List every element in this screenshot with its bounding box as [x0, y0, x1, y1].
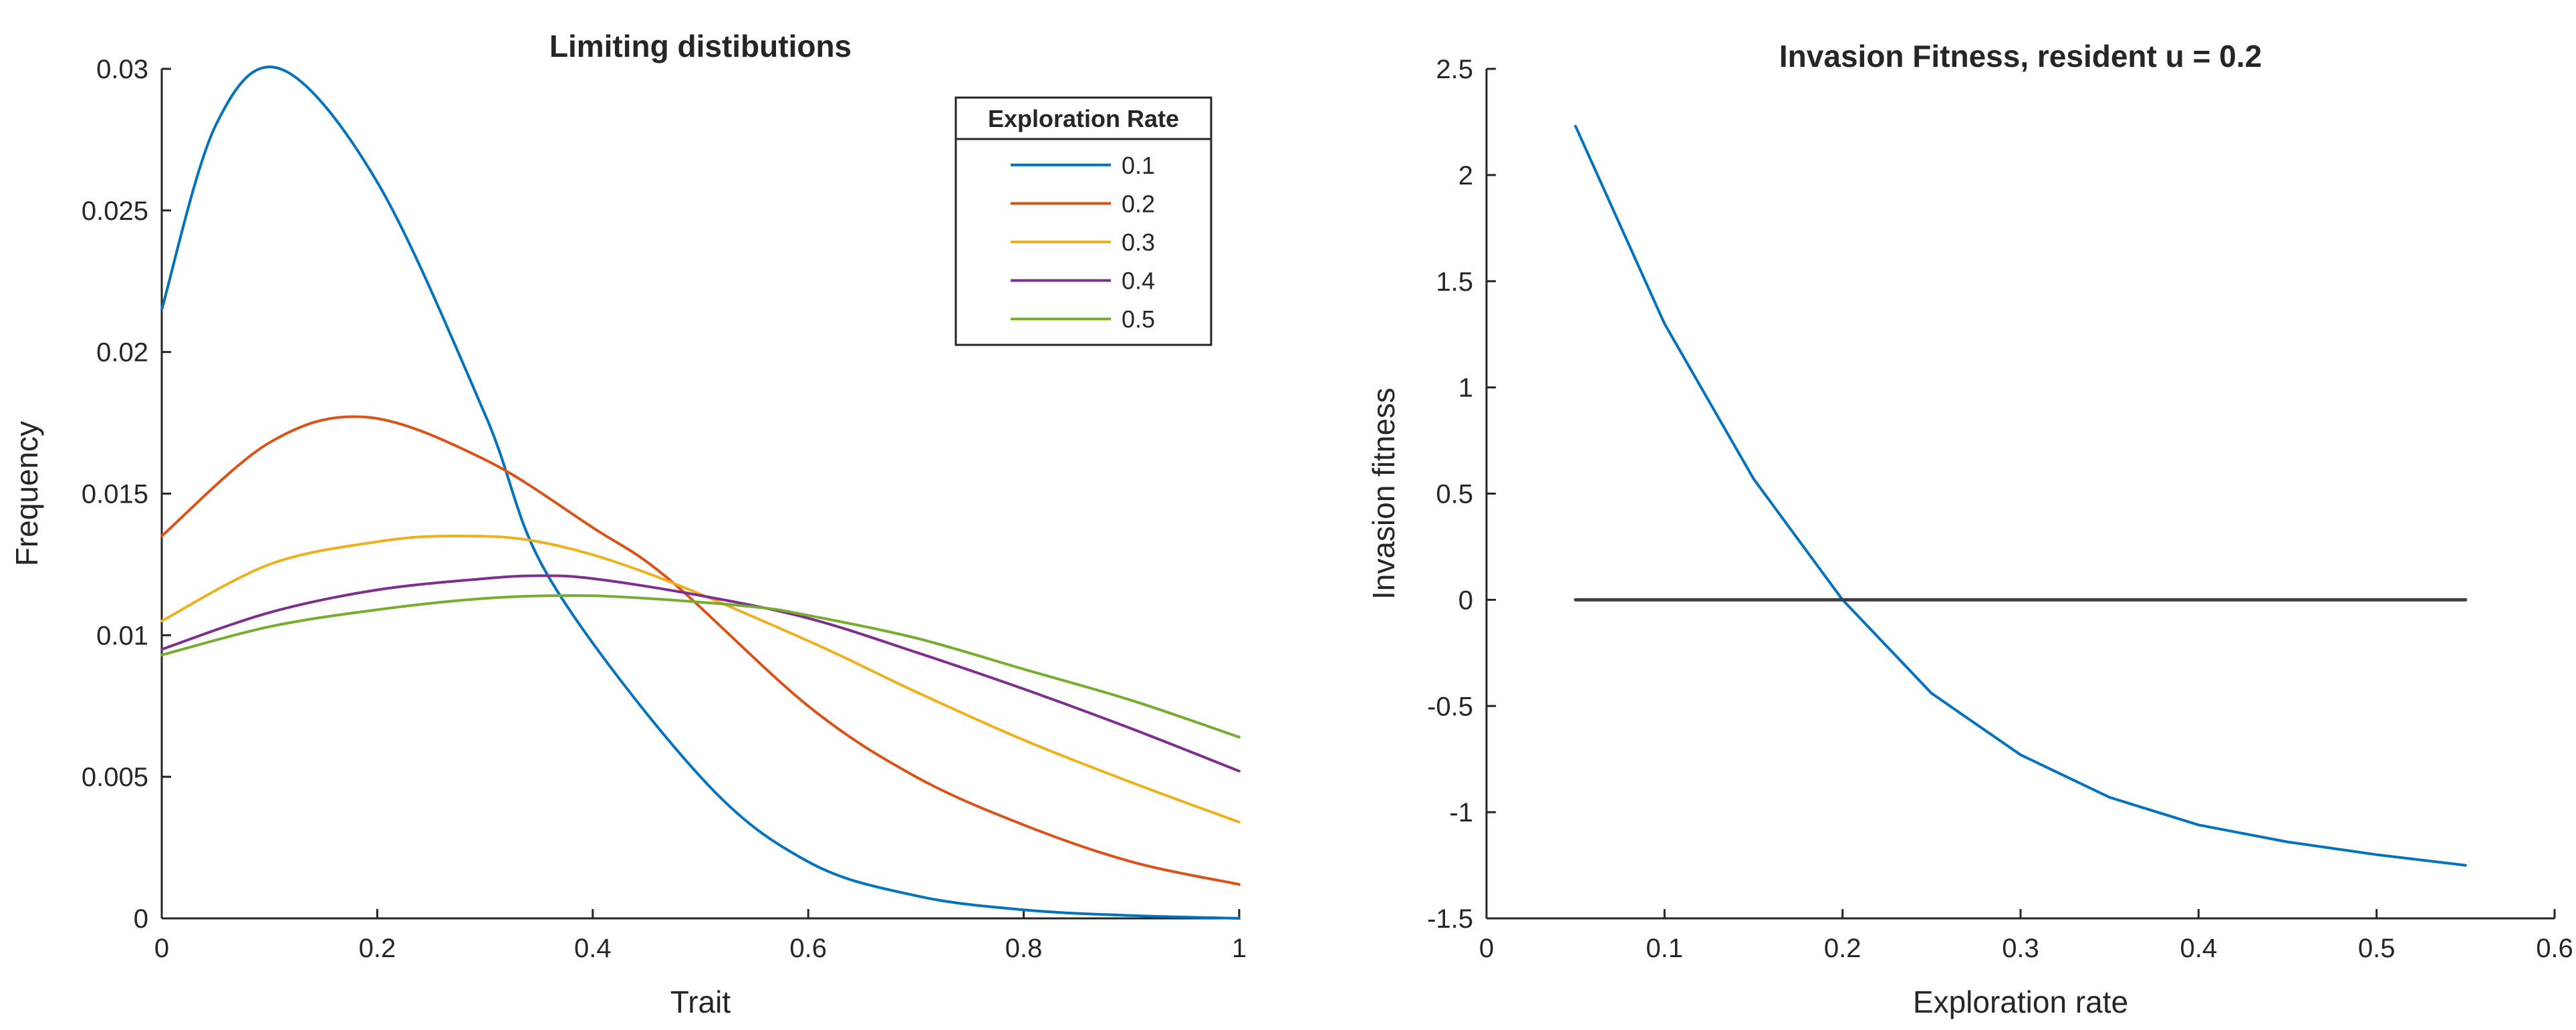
- x-tick-label: 0.8: [1005, 934, 1043, 963]
- y-tick-label: 1.5: [1436, 267, 1473, 297]
- y-tick-label: 0.005: [82, 763, 148, 792]
- legend-label-1: 0.1: [1122, 152, 1155, 179]
- series-line-1: [160, 66, 1241, 920]
- legend-title: Exploration Rate: [988, 105, 1179, 132]
- x-tick-label: 0: [1479, 934, 1494, 963]
- series-line-4: [160, 574, 1241, 773]
- x-tick-label: 0.2: [1824, 934, 1861, 963]
- x-tick-label: 0.4: [574, 934, 612, 963]
- x-tick-label: 0.4: [2180, 934, 2218, 963]
- legend-box: [954, 96, 1212, 346]
- y-tick-label: -1.5: [1427, 904, 1473, 934]
- series-line-3: [160, 534, 1241, 823]
- y-tick-label: 0.5: [1436, 480, 1473, 509]
- x-tick-label: 0.5: [2358, 934, 2396, 963]
- x-tick-label: 0.1: [1646, 934, 1684, 963]
- chart-invasion-fitness: 0 0.1 0.2 0.3 0.4 0.5 0.6 -1.5 -1 -0.5 0 0.5 1 1.5 2 2.…: [1366, 39, 2573, 1019]
- chart-title: Invasion Fitness, resident u = 0.2: [1779, 39, 2262, 74]
- y-axis-label: Invasion fitness: [1366, 388, 1401, 600]
- x-tick-label: 1: [1232, 934, 1247, 963]
- chart-title: Limiting distibutions: [549, 29, 852, 63]
- legend-label-3: 0.3: [1122, 229, 1155, 256]
- plot-area: [1487, 69, 2555, 918]
- y-tick-label: -1: [1449, 798, 1473, 827]
- y-tick-label: 0.025: [82, 197, 148, 226]
- legend: Exploration Rate 0.1 0.2 0.3 0.4 0.5: [954, 96, 1212, 346]
- y-tick-label: 0.03: [96, 55, 148, 84]
- series-line-5: [160, 594, 1241, 739]
- chart-limiting-distributions: 0 0.2 0.4 0.6 0.8 1 0 0.005 0.01 0.015 0.02 0.025 0.…: [9, 29, 1247, 1019]
- legend-label-5: 0.5: [1122, 305, 1155, 333]
- legend-label-2: 0.2: [1122, 190, 1155, 217]
- x-tick-label: 0.6: [2536, 934, 2573, 963]
- legend-label-4: 0.4: [1122, 267, 1155, 295]
- y-tick-label: 1: [1458, 374, 1473, 403]
- y-axis-label: Frequency: [9, 421, 44, 566]
- y-tick-label: 0: [134, 904, 148, 934]
- y-tick-label: 0.015: [82, 480, 148, 509]
- x-tick-label: 0.3: [2002, 934, 2039, 963]
- x-tick-label: 0.2: [359, 934, 396, 963]
- series-line-1: [1574, 124, 2467, 867]
- x-axis-label: Trait: [670, 985, 731, 1019]
- x-tick-label: 0.6: [789, 934, 827, 963]
- x-tick-label: 0: [154, 934, 169, 963]
- y-tick-label: -0.5: [1427, 692, 1473, 721]
- y-tick-label: 2.5: [1436, 55, 1473, 84]
- y-tick-label: 0: [1458, 586, 1473, 615]
- y-tick-label: 0.02: [96, 338, 148, 368]
- y-tick-label: 2: [1458, 161, 1473, 190]
- y-tick-label: 0.01: [96, 621, 148, 650]
- x-axis-label: Exploration rate: [1913, 985, 2128, 1019]
